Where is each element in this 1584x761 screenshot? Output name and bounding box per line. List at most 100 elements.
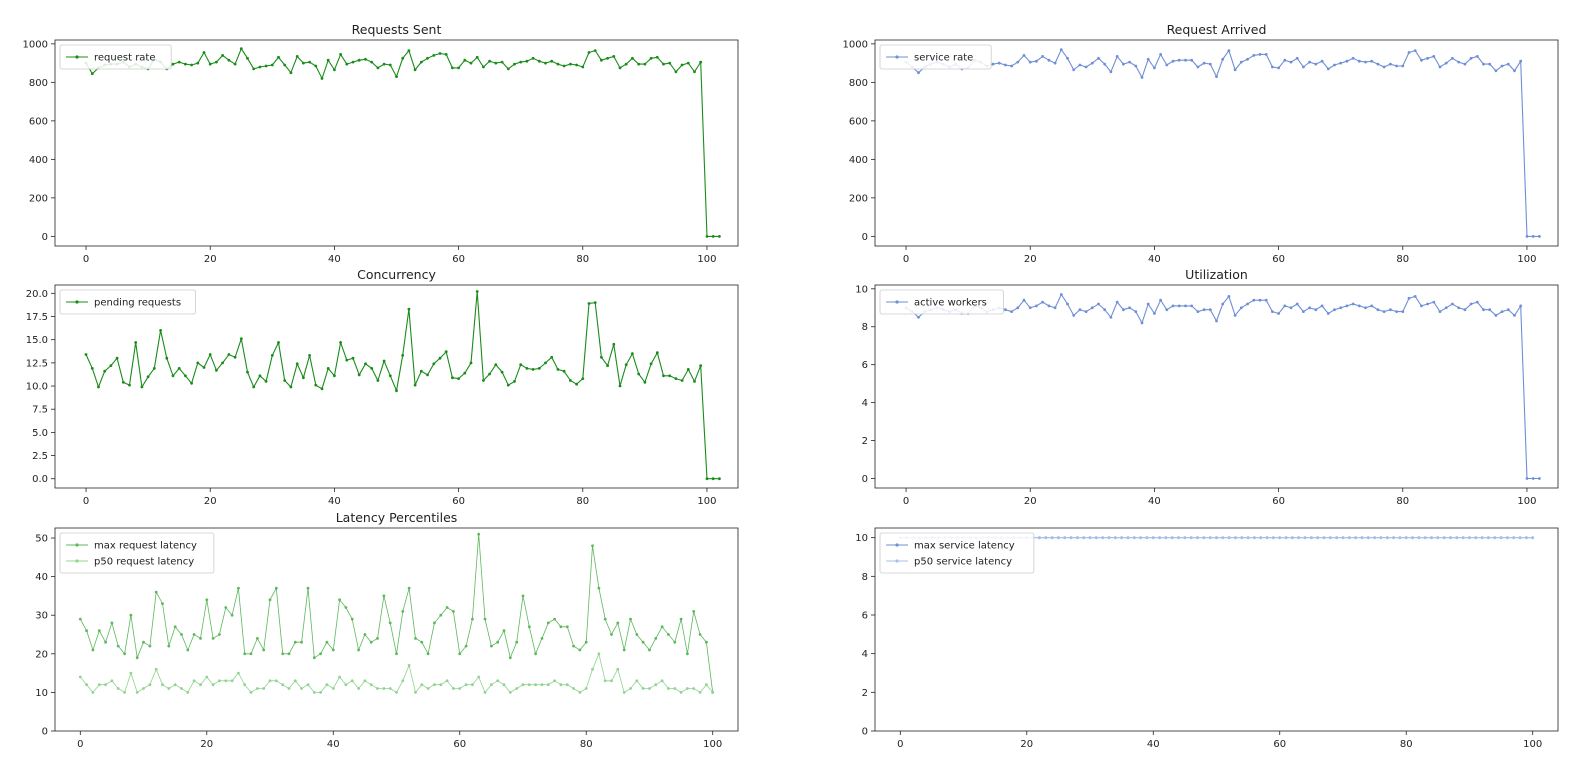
data-point	[314, 64, 318, 68]
data-point	[562, 64, 566, 68]
data-point	[1513, 314, 1516, 317]
data-point	[705, 640, 708, 644]
data-point	[1506, 62, 1510, 66]
data-point	[1139, 536, 1142, 540]
data-point	[142, 640, 145, 644]
data-point	[159, 329, 163, 332]
data-point	[333, 374, 336, 378]
data-point	[91, 648, 95, 652]
data-point	[215, 60, 218, 64]
data-point	[1417, 536, 1421, 540]
legend-label: max service latency	[914, 541, 1015, 552]
data-point	[1373, 536, 1376, 540]
data-point	[256, 637, 259, 640]
data-point	[407, 664, 411, 667]
data-point	[1159, 298, 1162, 302]
data-point	[171, 374, 175, 378]
data-point	[395, 75, 398, 78]
x-tick-label: 80	[1396, 254, 1409, 265]
y-tick-label: 15.0	[26, 335, 48, 346]
data-point	[246, 56, 249, 60]
chart-title: Concurrency	[357, 267, 436, 282]
series-line	[85, 291, 720, 480]
y-tick-label: 400	[849, 155, 868, 166]
data-point	[1455, 536, 1459, 540]
data-point	[1345, 59, 1349, 63]
data-point	[1208, 62, 1212, 66]
data-point	[180, 633, 183, 636]
data-point	[600, 355, 603, 359]
data-point	[519, 60, 523, 64]
data-point	[1277, 66, 1280, 70]
legend-label: active workers	[914, 298, 987, 309]
data-point	[116, 644, 120, 648]
data-point	[1120, 536, 1123, 540]
y-tick-label: 30	[35, 611, 48, 622]
data-point	[463, 371, 467, 375]
data-point	[146, 375, 150, 379]
series-line	[905, 293, 1540, 480]
data-point	[205, 598, 209, 602]
data-point	[295, 362, 299, 366]
data-point	[1426, 56, 1429, 60]
data-point	[277, 55, 280, 59]
data-point	[1407, 296, 1411, 300]
y-tick-label: 400	[29, 155, 48, 166]
data-point	[262, 687, 266, 690]
data-point	[1101, 536, 1105, 540]
data-point	[616, 621, 620, 625]
data-point	[622, 691, 626, 694]
y-tick-label: 20.0	[26, 289, 48, 300]
axes-frame	[874, 284, 1559, 489]
data-point	[1184, 58, 1187, 62]
y-tick-label: 800	[29, 78, 48, 89]
data-point	[333, 68, 336, 72]
data-point	[357, 58, 361, 62]
data-point	[699, 60, 703, 64]
data-point	[1208, 536, 1212, 540]
y-tick-label: 5.0	[32, 428, 48, 439]
data-point	[1140, 76, 1144, 79]
x-tick-label: 40	[1148, 254, 1161, 265]
data-point	[407, 586, 411, 590]
data-point	[534, 683, 537, 687]
data-point	[1457, 60, 1461, 64]
data-point	[513, 62, 516, 66]
data-point	[624, 363, 628, 367]
data-point	[618, 384, 622, 388]
data-point	[97, 683, 101, 687]
chart-panel-5: 0 20 40 60 80 100 0 2 4 6 8 10 max service latency p5…	[855, 527, 1559, 750]
axes-frame	[54, 284, 739, 489]
data-point	[1277, 312, 1280, 315]
data-point	[603, 617, 607, 621]
data-point	[1525, 477, 1529, 480]
data-point	[199, 637, 202, 640]
data-point	[1506, 536, 1509, 540]
data-point	[553, 617, 556, 621]
data-point	[1480, 536, 1484, 540]
data-point	[603, 679, 607, 683]
x-tick-label: 0	[897, 739, 903, 750]
data-point	[711, 691, 715, 694]
data-point	[344, 683, 348, 687]
data-point	[264, 64, 268, 68]
data-point	[85, 629, 88, 633]
data-point	[1401, 310, 1405, 313]
data-point	[205, 675, 209, 679]
data-point	[610, 633, 613, 636]
legend-box	[59, 289, 197, 315]
data-point	[1258, 298, 1262, 302]
data-point	[616, 667, 620, 671]
data-point	[97, 629, 101, 633]
data-point	[1488, 308, 1492, 312]
data-point	[1090, 61, 1094, 65]
data-point	[376, 66, 380, 70]
data-point	[686, 652, 689, 656]
data-point	[1271, 310, 1274, 313]
data-point	[370, 60, 374, 64]
data-point	[635, 679, 639, 683]
data-point	[1202, 308, 1206, 312]
data-point	[559, 625, 563, 629]
data-point	[917, 315, 920, 319]
data-point	[637, 62, 641, 66]
